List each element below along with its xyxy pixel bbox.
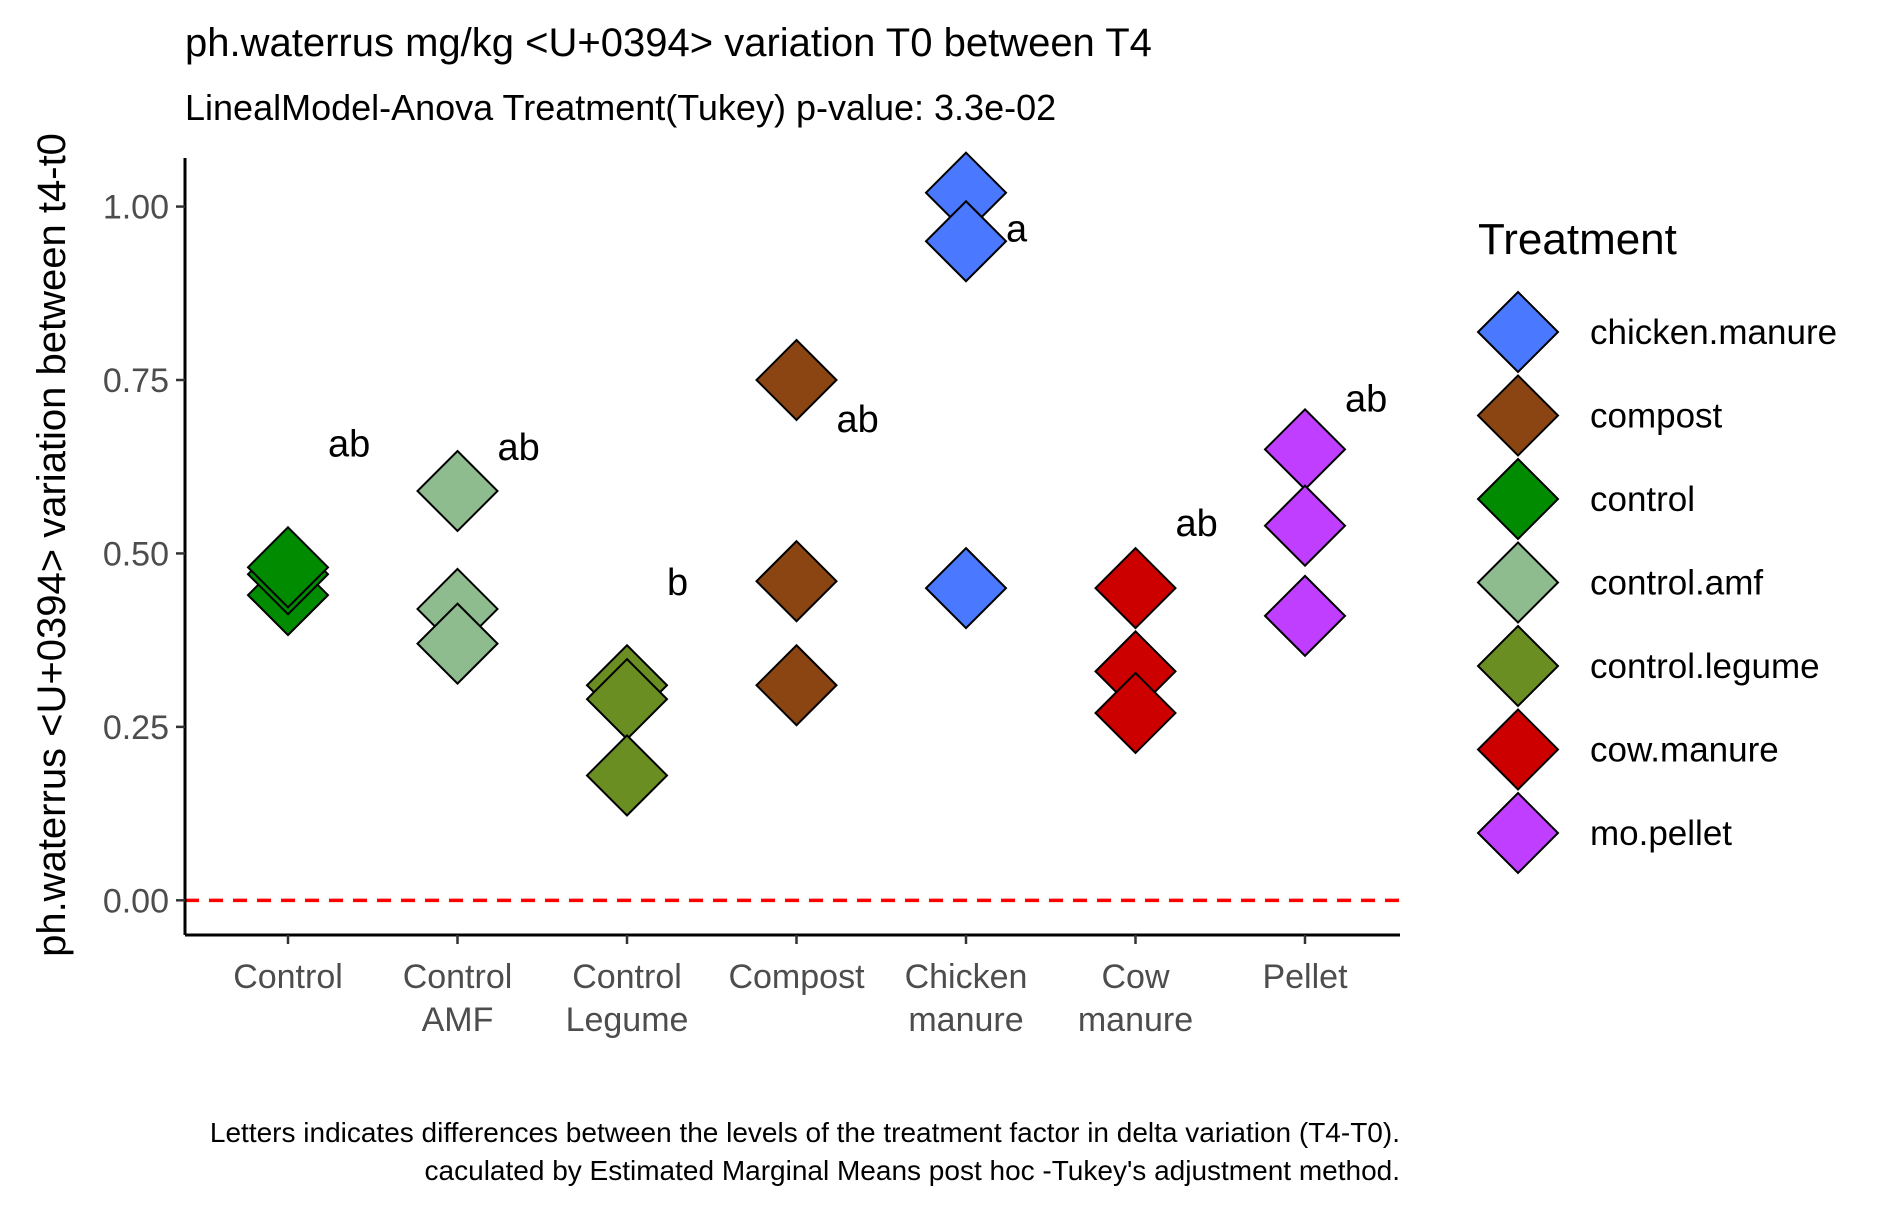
chart-title: ph.waterrus mg/kg <U+0394> variation T0 …: [185, 21, 1152, 65]
legend-title: Treatment: [1478, 215, 1677, 264]
data-point: [924, 199, 1008, 283]
x-tick-label: Control: [572, 958, 682, 996]
legend-label: control.legume: [1590, 647, 1820, 686]
data-point: [585, 657, 669, 741]
legend-label: chicken.manure: [1590, 313, 1837, 352]
caption-line: Letters indicates differences between th…: [210, 1117, 1400, 1148]
significance-letter: ab: [498, 427, 540, 469]
y-tick-label: 0.50: [103, 535, 169, 573]
data-point: [1263, 407, 1347, 491]
x-tick-label: Legume: [566, 1001, 689, 1039]
x-tick-label: AMF: [422, 1001, 494, 1039]
x-tick-label: Cow: [1101, 958, 1169, 996]
x-tick-label: manure: [1078, 1001, 1193, 1039]
caption: Letters indicates differences between th…: [210, 1117, 1400, 1186]
legend-label: compost: [1590, 397, 1723, 436]
x-tick-label: Pellet: [1262, 958, 1348, 996]
x-tick-label: Control: [233, 958, 343, 996]
x-tick-label: Control: [403, 958, 513, 996]
significance-letter: b: [667, 562, 688, 604]
significance-letter: ab: [837, 399, 879, 441]
caption-line: caculated by Estimated Marginal Means po…: [425, 1155, 1400, 1186]
y-axis-title: ph.waterrus <U+0394> variation between t…: [30, 133, 74, 957]
significance-letter: a: [1006, 208, 1028, 250]
legend-key: [1476, 708, 1560, 791]
legend-key: [1476, 374, 1560, 457]
y-tick-label: 0.00: [103, 882, 169, 920]
legend-label: control: [1590, 480, 1695, 519]
legend-key: [1476, 290, 1560, 374]
legend: Treatment chicken.manure compost control co…: [1476, 215, 1837, 875]
data-point: [755, 539, 838, 623]
y-tick-label: 0.25: [103, 709, 169, 747]
data-point: [924, 546, 1008, 630]
legend-label: cow.manure: [1590, 731, 1779, 770]
legend-key: [1476, 541, 1560, 624]
data-point: [1094, 546, 1177, 630]
plot-area: 0.000.250.500.751.00ControlabControlAMFa…: [103, 151, 1400, 1039]
data-point: [755, 643, 838, 727]
legend-key: [1476, 624, 1560, 708]
legend-key: [1476, 457, 1560, 541]
data-point: [1263, 484, 1347, 568]
legend-key: [1476, 791, 1560, 875]
x-tick-label: manure: [908, 1001, 1023, 1039]
significance-letter: ab: [1176, 503, 1218, 545]
significance-letter: ab: [328, 423, 370, 465]
data-point: [585, 734, 669, 817]
legend-label: mo.pellet: [1590, 814, 1732, 853]
y-tick-label: 0.75: [103, 362, 169, 400]
data-point: [416, 449, 499, 533]
data-point: [755, 338, 838, 422]
x-tick-label: Chicken: [905, 958, 1028, 996]
data-point: [416, 602, 499, 686]
y-tick-label: 1.00: [103, 189, 169, 227]
data-point: [246, 525, 330, 609]
x-tick-label: Compost: [728, 958, 865, 996]
significance-letter: ab: [1345, 378, 1387, 420]
data-point: [1094, 671, 1177, 755]
chart-subtitle: LinealModel-Anova Treatment(Tukey) p-val…: [185, 87, 1056, 128]
data-point: [1263, 574, 1347, 658]
legend-label: control.amf: [1590, 564, 1763, 603]
